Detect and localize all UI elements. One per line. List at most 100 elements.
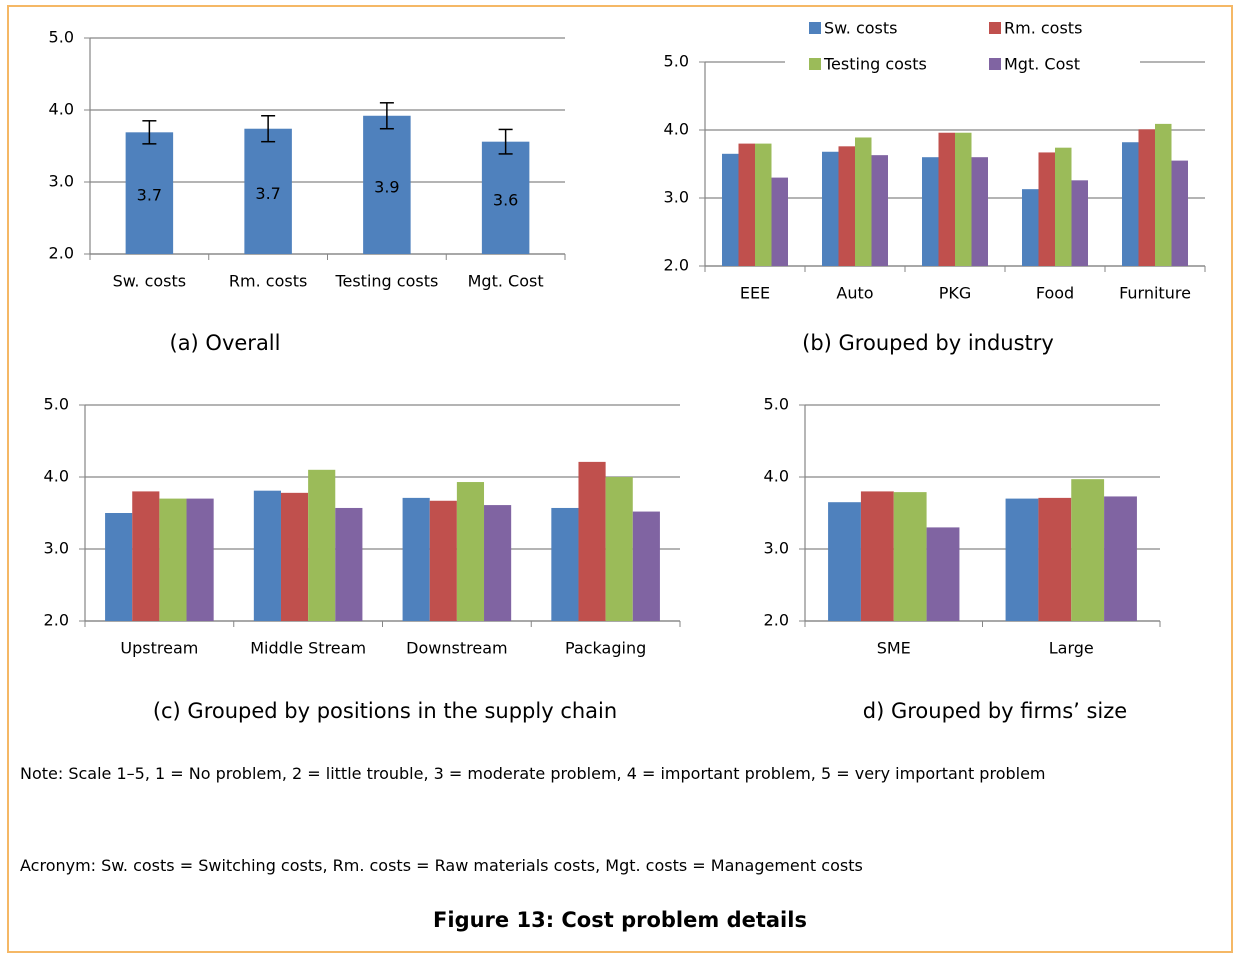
x-tick-label: SME xyxy=(877,639,911,658)
bar xyxy=(186,498,214,621)
bar xyxy=(1071,180,1088,266)
bar xyxy=(722,153,739,266)
x-tick-label: Rm. costs xyxy=(229,272,307,291)
y-tick-label: 2.0 xyxy=(664,256,689,275)
legend-swatch xyxy=(989,22,1001,34)
bar xyxy=(605,477,633,621)
bar xyxy=(1071,479,1105,621)
x-tick-label: Furniture xyxy=(1119,284,1191,303)
note: Note: Scale 1–5, 1 = No problem, 2 = lit… xyxy=(20,764,1046,783)
bar xyxy=(855,137,872,266)
x-tick-label: Mgt. Cost xyxy=(468,272,544,291)
x-tick-label: Large xyxy=(1049,639,1094,658)
bar xyxy=(1104,496,1137,621)
bar xyxy=(456,482,485,621)
bar xyxy=(955,132,972,266)
bar xyxy=(402,497,430,621)
bar xyxy=(755,143,772,266)
x-tick-label: EEE xyxy=(740,284,770,303)
bar xyxy=(125,132,174,254)
y-tick-label: 3.0 xyxy=(764,539,789,558)
bar xyxy=(280,492,309,621)
frame xyxy=(7,5,1233,953)
y-tick-label: 5.0 xyxy=(764,395,789,414)
bar xyxy=(871,155,888,266)
bar xyxy=(1138,129,1155,266)
legend-swatch xyxy=(989,58,1001,70)
bar xyxy=(893,492,927,621)
bar xyxy=(828,502,861,621)
y-tick-label: 3.0 xyxy=(44,539,69,558)
bar xyxy=(429,500,457,621)
bar xyxy=(738,143,755,266)
legend-bg xyxy=(785,12,1140,82)
bar xyxy=(1005,498,1039,621)
x-tick-label: Packaging xyxy=(565,639,646,658)
x-tick-label: Downstream xyxy=(406,639,507,658)
bar xyxy=(551,507,579,621)
legend-label: Mgt. Cost xyxy=(1004,55,1080,74)
y-tick-label: 2.0 xyxy=(44,611,69,630)
bar xyxy=(632,511,660,621)
bar xyxy=(481,141,530,254)
x-tick-label: Middle Stream xyxy=(250,639,366,658)
y-tick-label: 5.0 xyxy=(664,52,689,71)
data-label: 3.7 xyxy=(255,184,280,203)
data-label: 3.7 xyxy=(137,186,162,205)
bar xyxy=(1122,142,1139,266)
y-tick-label: 3.0 xyxy=(664,188,689,207)
x-tick-label: Food xyxy=(1036,284,1074,303)
bar xyxy=(105,513,133,621)
bar xyxy=(1055,147,1072,266)
y-tick-label: 4.0 xyxy=(44,467,69,486)
chart-caption: (a) Overall xyxy=(170,331,281,355)
bar xyxy=(860,491,894,621)
bar xyxy=(244,128,292,254)
data-label: 3.6 xyxy=(493,190,518,209)
y-tick-label: 5.0 xyxy=(49,28,74,47)
bar xyxy=(159,498,187,621)
y-tick-label: 4.0 xyxy=(49,100,74,119)
bar xyxy=(922,157,939,266)
y-tick-label: 4.0 xyxy=(664,120,689,139)
bar xyxy=(253,490,281,621)
bar xyxy=(1022,189,1039,266)
chart-caption: d) Grouped by firms’ size xyxy=(863,699,1127,723)
bar xyxy=(484,505,512,621)
bar xyxy=(132,491,160,621)
legend-swatch xyxy=(809,58,821,70)
data-label: 3.9 xyxy=(374,177,399,196)
bar xyxy=(1038,152,1055,266)
legend-label: Sw. costs xyxy=(824,19,897,38)
y-tick-label: 5.0 xyxy=(44,395,69,414)
y-tick-label: 2.0 xyxy=(49,244,74,263)
bar xyxy=(363,115,411,254)
bar xyxy=(578,461,606,621)
x-tick-label: Sw. costs xyxy=(113,272,186,291)
x-tick-label: PKG xyxy=(939,284,972,303)
bar xyxy=(838,146,855,266)
x-tick-label: Auto xyxy=(836,284,873,303)
y-tick-label: 4.0 xyxy=(764,467,789,486)
bar xyxy=(926,527,960,621)
acronym: Acronym: Sw. costs = Switching costs, Rm… xyxy=(20,856,863,875)
bar xyxy=(335,507,363,621)
bar xyxy=(1038,497,1072,621)
x-tick-label: Testing costs xyxy=(334,272,438,291)
chart-caption: (b) Grouped by industry xyxy=(802,331,1054,355)
bar xyxy=(822,151,839,266)
y-tick-label: 3.0 xyxy=(49,172,74,191)
bar xyxy=(771,177,788,266)
bar xyxy=(971,157,988,266)
bar xyxy=(938,132,955,266)
x-tick-label: Upstream xyxy=(120,639,198,658)
legend-label: Rm. costs xyxy=(1004,19,1082,38)
legend-label: Testing costs xyxy=(823,55,927,74)
figure-caption: Figure 13: Cost problem details xyxy=(433,908,807,932)
legend-swatch xyxy=(809,22,821,34)
y-tick-label: 2.0 xyxy=(764,611,789,630)
bar xyxy=(1155,123,1172,266)
bar xyxy=(1171,160,1188,266)
